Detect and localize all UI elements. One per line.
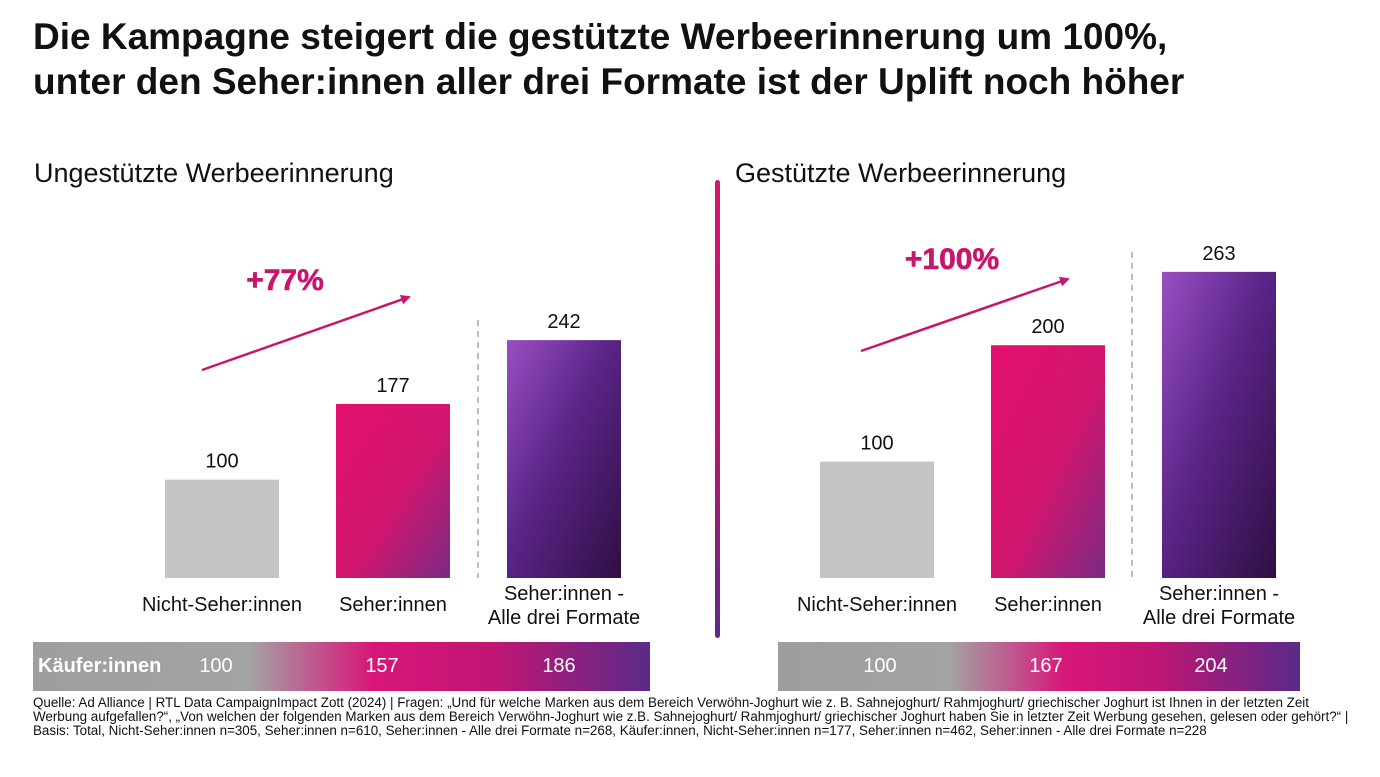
left-panel-title: Ungestützte Werbeerinnerung xyxy=(34,158,394,188)
left-category-label-alle-drei: Seher:innen -Alle drei Formate xyxy=(488,583,640,629)
buyers-value-seher: 167 xyxy=(1029,655,1063,677)
right-value-label-alle-drei: 263 xyxy=(1202,243,1235,265)
right-uplift-arrow xyxy=(860,276,1070,353)
right-bar-nicht-seher xyxy=(820,461,934,578)
title-line-1: Die Kampagne steigert die gestützte Werb… xyxy=(33,16,1168,57)
charts-canvas: 100 Nicht-Seher:innen 177 Seher:innen 242 Seh… xyxy=(142,243,1295,629)
left-value-label-seher: 177 xyxy=(376,375,409,397)
right-category-label-alle-drei: Seher:innen -Alle drei Formate xyxy=(1143,583,1295,629)
left-value-label-alle-drei: 242 xyxy=(547,311,580,333)
left-category-label-nicht-seher: Nicht-Seher:innen xyxy=(142,594,302,616)
buyers-value-nicht-seher: 100 xyxy=(199,655,233,677)
right-category-label-nicht-seher: Nicht-Seher:innen xyxy=(797,594,957,616)
buyers-value-alle-drei: 186 xyxy=(542,655,576,677)
buyers-value-alle-drei: 204 xyxy=(1194,655,1228,677)
right-value-label-seher: 200 xyxy=(1031,316,1064,338)
right-category-label-seher: Seher:innen xyxy=(994,594,1102,616)
left-category-label-seher: Seher:innen xyxy=(339,594,447,616)
title-line-2: unter den Seher:innen aller drei Formate… xyxy=(33,61,1185,102)
left-value-label-nicht-seher: 100 xyxy=(205,451,238,473)
right-uplift-label: +100% xyxy=(905,243,999,276)
buyers-value-seher: 157 xyxy=(365,655,399,677)
panel-divider xyxy=(715,180,720,638)
left-uplift-label: +77% xyxy=(246,264,324,297)
source-note: Quelle: Ad Alliance | RTL Data CampaignI… xyxy=(33,695,1349,738)
right-panel-title: Gestützte Werbeerinnerung xyxy=(735,158,1067,188)
buyers-strip-left: Käufer:innen 100 157 186 xyxy=(33,642,650,691)
page-title: Die Kampagne steigert die gestützte Werb… xyxy=(33,14,1353,104)
buyers-strip-right: 100 167 204 xyxy=(778,642,1300,691)
right-value-label-nicht-seher: 100 xyxy=(860,433,893,455)
right-bar-alle-drei xyxy=(1162,271,1276,578)
left-uplift-arrow xyxy=(201,294,411,372)
left-bar-alle-drei xyxy=(507,340,621,578)
buyers-label: Käufer:innen xyxy=(38,655,162,677)
buyers-value-nicht-seher: 100 xyxy=(863,655,897,677)
right-bar-seher xyxy=(991,345,1105,578)
left-bar-nicht-seher xyxy=(165,479,279,578)
left-bar-seher xyxy=(336,404,450,578)
